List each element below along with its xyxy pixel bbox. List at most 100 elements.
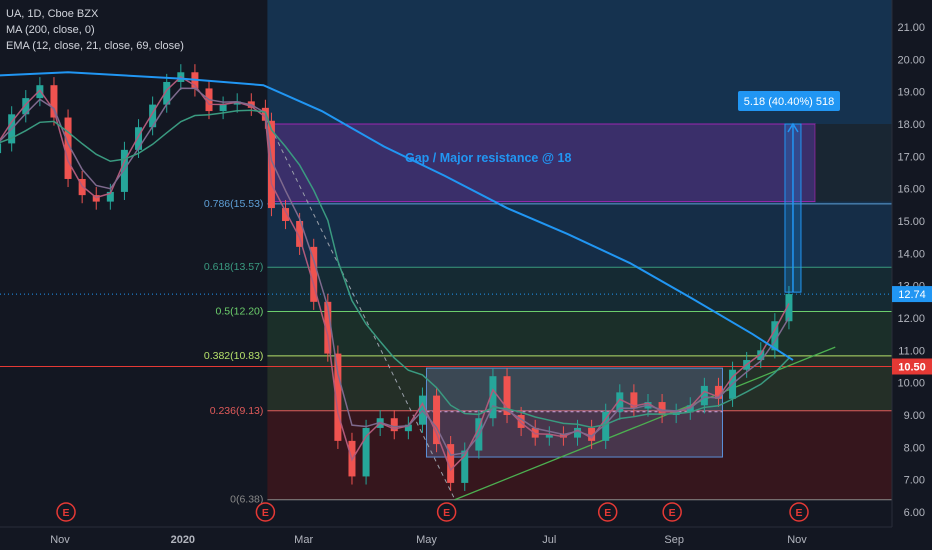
candle-body [310, 246, 318, 302]
candle-body [433, 395, 441, 445]
ema-21-line [0, 87, 790, 456]
candle-body [404, 424, 412, 432]
chart-legend: UA, 1D, Cboe BZX MA (200, close, 0) EMA … [6, 6, 184, 54]
fib-level-label: 0.382(10.83) [204, 350, 264, 362]
time-axis-bg [0, 527, 892, 550]
price-tick-label: 9.00 [904, 410, 925, 422]
resistance-annotation-text: Gap / Major resistance @ 18 [405, 151, 571, 165]
candle-body [362, 427, 370, 477]
candle-body [630, 392, 638, 409]
candle-body [616, 392, 624, 412]
symbol-label[interactable]: UA, 1D, Cboe BZX [6, 8, 99, 20]
resistance-zone-extension [815, 124, 892, 202]
earnings-marker [597, 502, 618, 522]
candle-body [574, 427, 582, 438]
ema-indicator-label[interactable]: EMA (12, close, 21, close, 69, close) [6, 40, 184, 52]
level-price-value: 10.50 [898, 362, 926, 374]
level-price-tag [892, 358, 932, 375]
resistance-zone-box [272, 123, 816, 203]
candle-body [658, 402, 666, 415]
ma-200-line [0, 71, 794, 361]
ma-indicator-label[interactable]: MA (200, close, 0) [6, 24, 95, 36]
last-price-tag [892, 286, 932, 303]
price-tick-label: 21.00 [897, 22, 925, 34]
candle-body [282, 208, 290, 221]
earnings-marker [436, 502, 457, 522]
time-tick-label: Nov [50, 534, 70, 546]
candle-body [92, 195, 100, 202]
earnings-marker-label: E [262, 507, 269, 519]
candle-body [149, 104, 157, 128]
earnings-marker [789, 502, 809, 522]
measure-label: 5.18 (40.40%) 518 [744, 96, 835, 108]
price-tick-label: 19.00 [897, 87, 925, 99]
fib-level-label: 0.236(9.13) [210, 405, 264, 417]
candle-body [22, 98, 30, 115]
last-price-value: 12.74 [898, 289, 926, 301]
candle-body [714, 385, 722, 399]
candle-body [0, 143, 2, 154]
earnings-marker-label: E [443, 507, 450, 519]
candle-body [517, 415, 525, 428]
price-tick-label: 8.00 [904, 442, 925, 454]
candle-body [135, 127, 143, 150]
time-tick-label: May [416, 534, 437, 546]
measure-arrow-head [787, 122, 799, 133]
price-tick-label: 10.00 [897, 378, 925, 390]
price-tick-label: 15.00 [897, 216, 925, 228]
fib-level-label: 0.786(15.53) [204, 198, 264, 210]
ema-69-line [0, 109, 790, 429]
earnings-marker-label: E [796, 507, 803, 519]
candle-body [219, 104, 227, 112]
candle-body [503, 376, 511, 415]
decline-dashed-line [266, 120, 456, 500]
fib-level-label: 0.618(13.57) [204, 261, 264, 273]
price-tick-label: 12.00 [897, 313, 925, 325]
candle-body [163, 81, 171, 105]
candle-body [50, 85, 58, 118]
candle-body [588, 427, 596, 441]
candle-body [324, 301, 332, 354]
candle-body [390, 418, 398, 432]
price-tick-label: 14.00 [897, 248, 925, 260]
price-tick-label: 7.00 [904, 475, 925, 487]
candle-body [771, 321, 779, 351]
fib-zone [267, 355, 892, 411]
time-tick-label: Mar [294, 534, 313, 546]
candle-body [545, 434, 553, 438]
earnings-marker-label: E [669, 507, 676, 519]
candle-body [64, 117, 72, 179]
fib-level-label: 0(6.38) [230, 494, 263, 506]
candle-body [602, 411, 610, 441]
earnings-marker [255, 502, 276, 522]
candle-body [461, 450, 469, 483]
time-tick-label: 2020 [171, 534, 195, 546]
price-tick-label: 6.00 [904, 507, 925, 519]
price-tick-label: 20.00 [897, 54, 925, 66]
fib-zone [267, 203, 892, 268]
candle-body [700, 385, 708, 406]
candle-body [757, 350, 765, 361]
candle-body [447, 444, 455, 483]
candle-body [296, 221, 304, 247]
uptrend-line [454, 346, 836, 501]
earnings-marker [662, 502, 682, 522]
candle-body [267, 120, 275, 209]
price-tick-label: 18.00 [897, 119, 925, 131]
earnings-marker-label: E [63, 507, 70, 519]
measure-label-bg [738, 91, 840, 111]
fib-zone [267, 311, 892, 356]
fib-level-label: 0.5(12.20) [216, 306, 264, 318]
time-tick-label: Jul [542, 534, 556, 546]
price-axis-bg [892, 0, 932, 550]
time-tick-label: Sep [664, 534, 684, 546]
candle-body [233, 101, 241, 105]
earnings-marker [56, 502, 76, 522]
price-tick-label: 16.00 [897, 184, 925, 196]
time-tick-label: Nov [787, 534, 807, 546]
candle-body [106, 191, 114, 202]
earnings-marker-label: E [604, 507, 611, 519]
price-tick-label: 11.00 [898, 345, 925, 357]
candle-body [36, 85, 44, 99]
